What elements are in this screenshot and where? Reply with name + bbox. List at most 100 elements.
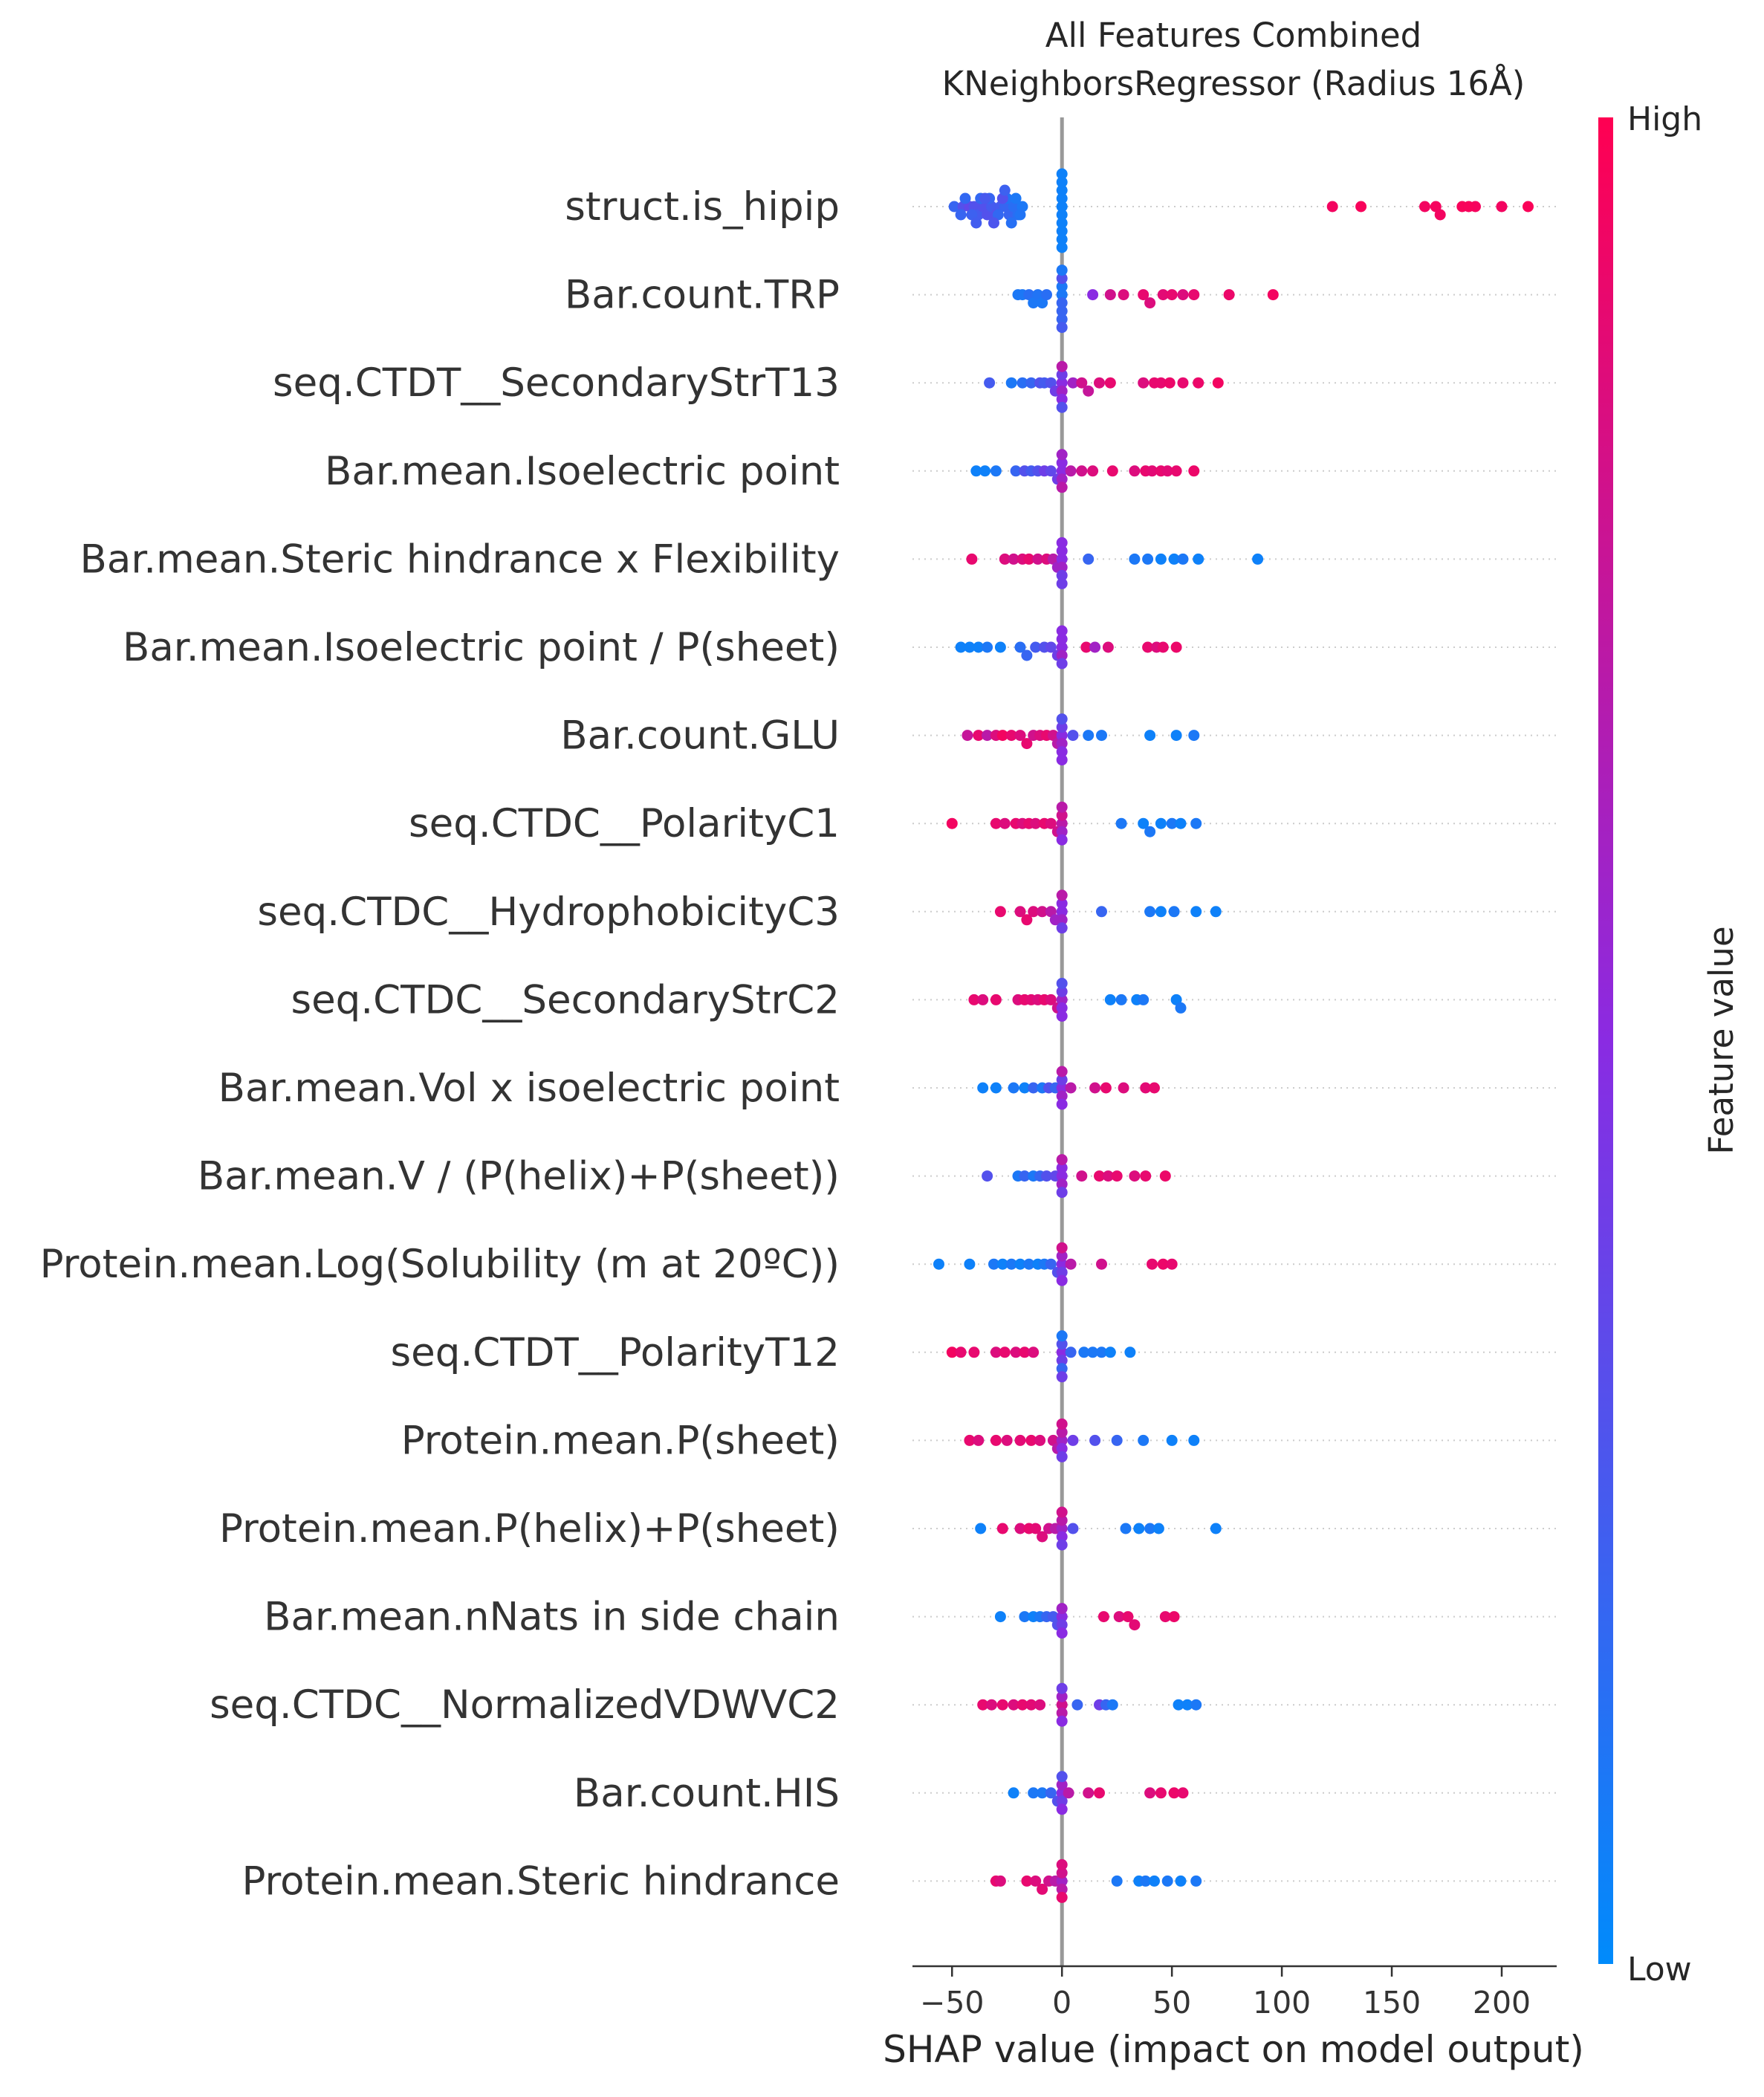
- data-point: [1080, 641, 1092, 653]
- data-point: [1056, 217, 1068, 229]
- data-point: [964, 1258, 976, 1270]
- data-point: [999, 817, 1011, 829]
- data-point: [1104, 994, 1116, 1005]
- data-point: [1056, 1010, 1068, 1022]
- data-point: [1056, 1162, 1068, 1174]
- data-point: [1056, 176, 1068, 188]
- data-point: [1056, 314, 1068, 325]
- data-point: [1001, 1434, 1013, 1446]
- gridlines: [912, 206, 1557, 1882]
- feature-label: Bar.count.TRP: [565, 273, 840, 318]
- data-point: [1056, 1523, 1068, 1534]
- data-point: [1076, 377, 1088, 389]
- data-point: [1056, 577, 1068, 589]
- data-point: [1008, 1787, 1019, 1799]
- data-point: [990, 465, 1002, 477]
- feature-label: Bar.count.HIS: [574, 1771, 840, 1816]
- x-axis-ticks: −50 0 50 100 150 200: [920, 1966, 1531, 2020]
- data-point: [1056, 265, 1068, 276]
- data-point: [1089, 1082, 1101, 1094]
- data-point: [982, 1170, 993, 1182]
- data-point: [1067, 730, 1079, 742]
- data-point: [1129, 465, 1141, 477]
- feature-label: seq.CTDC__NormalizedVDWVC2: [210, 1682, 840, 1728]
- data-point: [1056, 289, 1068, 301]
- data-point: [1047, 730, 1059, 742]
- feature-label: Protein.mean.Steric hindrance: [242, 1858, 840, 1904]
- data-point: [970, 465, 982, 477]
- x-tick-label: 50: [1152, 1985, 1191, 2020]
- data-point: [1096, 730, 1107, 742]
- data-point: [1175, 1002, 1187, 1014]
- data-point: [1056, 449, 1068, 461]
- data-point: [966, 553, 978, 565]
- feature-label: Bar.mean.V / (P(helix)+P(sheet)): [198, 1154, 840, 1199]
- data-point: [955, 1346, 967, 1358]
- data-point: [946, 817, 958, 829]
- data-point: [1129, 553, 1141, 565]
- data-point: [1111, 1875, 1123, 1887]
- data-point: [1056, 273, 1068, 285]
- data-point: [1056, 625, 1068, 637]
- data-point: [1175, 1875, 1187, 1887]
- data-point: [1124, 1346, 1136, 1358]
- data-point: [1056, 1434, 1068, 1446]
- data-point: [1056, 1090, 1068, 1102]
- data-point: [964, 641, 976, 653]
- data-point: [1065, 1082, 1077, 1094]
- data-point: [1056, 1531, 1068, 1543]
- data-point: [1056, 168, 1068, 180]
- data-point: [1065, 465, 1077, 477]
- data-point: [1056, 1170, 1068, 1182]
- data-point: [996, 1699, 1008, 1711]
- data-point: [1025, 1699, 1037, 1711]
- data-point: [996, 1523, 1008, 1534]
- feature-labels: struct.is_hipip Bar.count.TRP seq.CTDT__Se…: [40, 184, 840, 1904]
- data-point: [1181, 1699, 1193, 1711]
- data-point: [1157, 1258, 1169, 1270]
- feature-label: Bar.mean.Vol x isoelectric point: [218, 1066, 840, 1111]
- data-point: [1113, 1611, 1125, 1623]
- data-point: [1071, 1699, 1083, 1711]
- data-point: [1149, 1875, 1160, 1887]
- data-point: [1056, 809, 1068, 821]
- data-point: [1056, 922, 1068, 934]
- data-point: [933, 1258, 944, 1270]
- feature-label: Bar.mean.nNats in side chain: [264, 1595, 840, 1640]
- data-point: [1056, 1002, 1068, 1014]
- data-point: [1045, 817, 1057, 829]
- data-point: [1166, 1258, 1178, 1270]
- data-point: [1056, 184, 1068, 196]
- data-point: [968, 994, 980, 1005]
- x-tick-label: 150: [1363, 1985, 1421, 2020]
- data-point: [1056, 1179, 1068, 1190]
- data-point: [1056, 1795, 1068, 1807]
- data-point: [1102, 1170, 1114, 1182]
- data-point: [1034, 1699, 1046, 1711]
- data-point: [1016, 1699, 1028, 1711]
- data-point: [1056, 1506, 1068, 1518]
- data-point: [1193, 377, 1204, 389]
- data-point: [1056, 641, 1068, 653]
- data-point: [1094, 1170, 1105, 1182]
- data-point: [1056, 1426, 1068, 1438]
- data-point: [1041, 289, 1052, 301]
- data-point: [990, 1082, 1002, 1094]
- data-point: [1170, 994, 1182, 1005]
- data-point: [1142, 553, 1154, 565]
- data-point: [1166, 817, 1178, 829]
- data-point: [1056, 994, 1068, 1005]
- data-point: [1430, 201, 1442, 213]
- data-point: [1118, 1082, 1129, 1094]
- data-point: [1138, 289, 1149, 301]
- data-point: [1028, 906, 1040, 918]
- data-point: [1140, 1170, 1152, 1182]
- feature-label: Bar.mean.Isoelectric point: [325, 449, 840, 494]
- data-point: [1056, 377, 1068, 389]
- data-point: [1056, 1707, 1068, 1719]
- data-point: [1096, 1258, 1107, 1270]
- data-point: [1065, 1346, 1077, 1358]
- data-point: [1155, 553, 1167, 565]
- x-axis-label: SHAP value (impact on model output): [883, 2028, 1584, 2071]
